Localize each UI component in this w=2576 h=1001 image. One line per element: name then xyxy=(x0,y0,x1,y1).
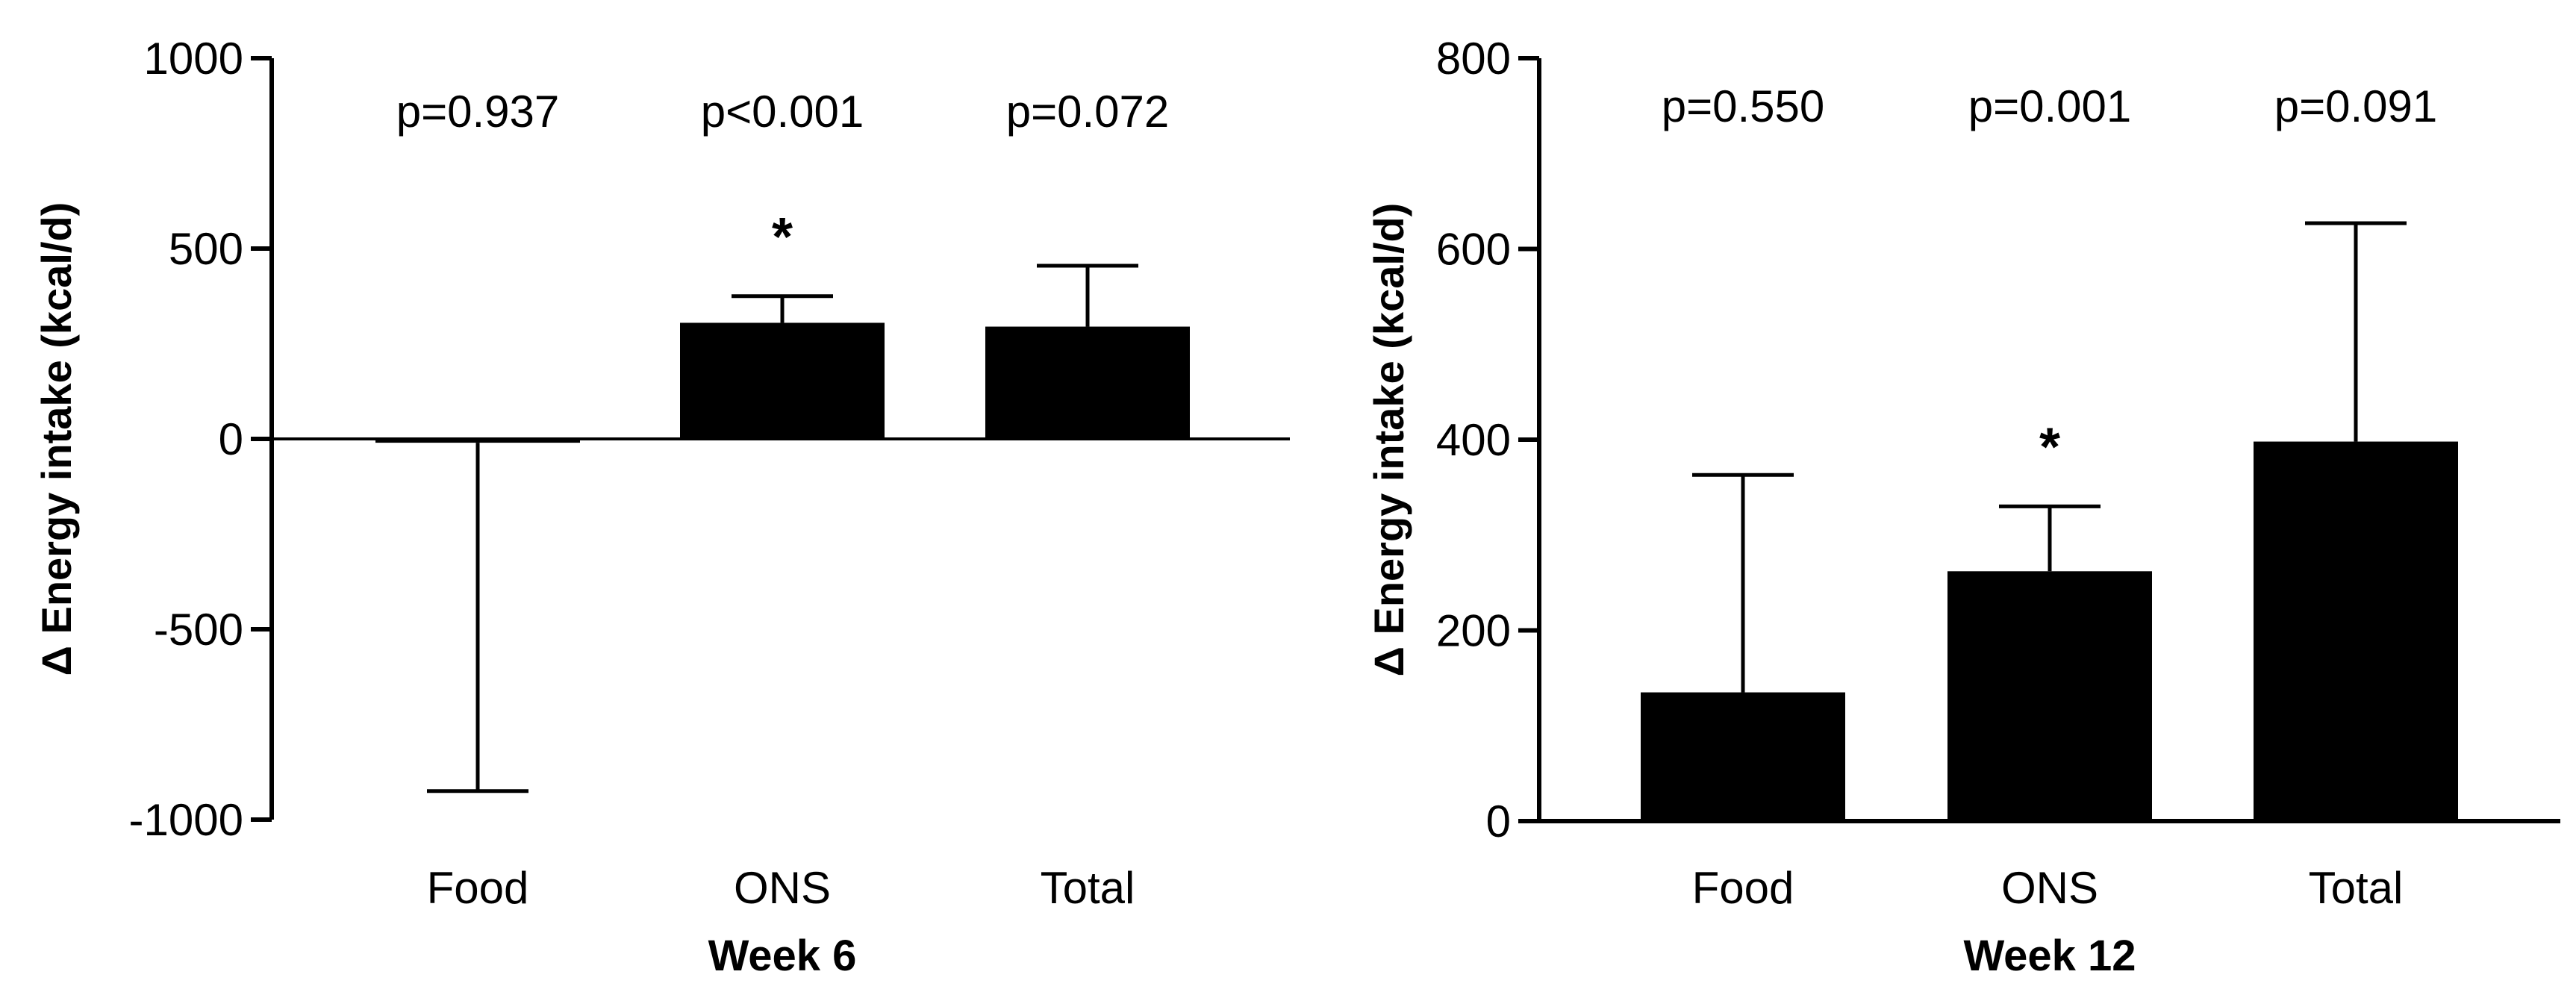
y-tick-label: 800 xyxy=(1436,34,1511,84)
y-tick-label: -500 xyxy=(154,605,243,655)
p-value-label: p=0.091 xyxy=(2274,81,2438,131)
y-tick-label: 0 xyxy=(219,414,243,464)
x-category-label: Food xyxy=(1692,863,1794,913)
bar-total xyxy=(985,326,1190,439)
p-value-label: p<0.001 xyxy=(701,87,864,137)
bar-food xyxy=(1641,692,1845,821)
x-category-label: ONS xyxy=(734,863,831,913)
bar-ons xyxy=(680,322,885,439)
y-tick-label: 1000 xyxy=(144,34,243,84)
p-value-label: p=0.072 xyxy=(1006,87,1170,137)
p-value-label: p=0.001 xyxy=(1968,81,2132,131)
y-axis-title: Δ Energy intake (kcal/d) xyxy=(1365,203,1412,677)
significance-marker: * xyxy=(772,208,793,267)
y-tick-label: 500 xyxy=(169,224,243,274)
week-12-panel: 0 200 400 600 800 p=0.550 Food * p=0.001 ONS p=0.0… xyxy=(1365,34,2560,980)
x-category-label: Total xyxy=(2309,863,2404,913)
significance-marker: * xyxy=(2039,417,2060,477)
p-value-label: p=0.937 xyxy=(396,87,560,137)
x-category-label: Food xyxy=(427,863,529,913)
bar-ons xyxy=(1947,571,2152,821)
y-tick-label: 200 xyxy=(1436,606,1511,656)
y-tick-label: -1000 xyxy=(129,795,243,845)
y-tick-label: 400 xyxy=(1436,415,1511,465)
y-tick-label: 0 xyxy=(1486,796,1511,846)
x-axis-title: Week 12 xyxy=(1963,932,2136,980)
bar-total xyxy=(2254,441,2458,821)
x-axis-title: Week 6 xyxy=(708,932,857,980)
bar-food xyxy=(375,439,580,443)
x-category-label: ONS xyxy=(2001,863,2098,913)
y-axis-title: Δ Energy intake (kcal/d) xyxy=(33,202,80,676)
week-6-panel: -1000 -500 0 500 1000 p=0.937 Food * p<0.001 ONS p… xyxy=(33,34,1290,980)
p-value-label: p=0.550 xyxy=(1662,81,1825,131)
y-tick-label: 600 xyxy=(1436,225,1511,275)
x-category-label: Total xyxy=(1041,863,1135,913)
